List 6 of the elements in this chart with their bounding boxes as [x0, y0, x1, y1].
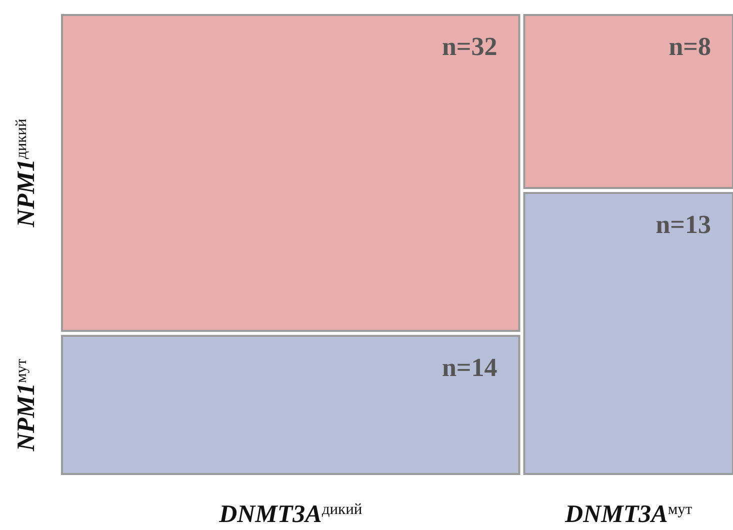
data-label: n=13 [656, 210, 711, 239]
category-label: DNMT3A$^{мут}$ [564, 500, 692, 528]
data-label: n=32 [442, 32, 498, 61]
category-label: DNMT3A$^{дикий}$ [218, 500, 362, 528]
data-label: n=14 [442, 352, 498, 382]
data-label: n=8 [668, 32, 711, 61]
